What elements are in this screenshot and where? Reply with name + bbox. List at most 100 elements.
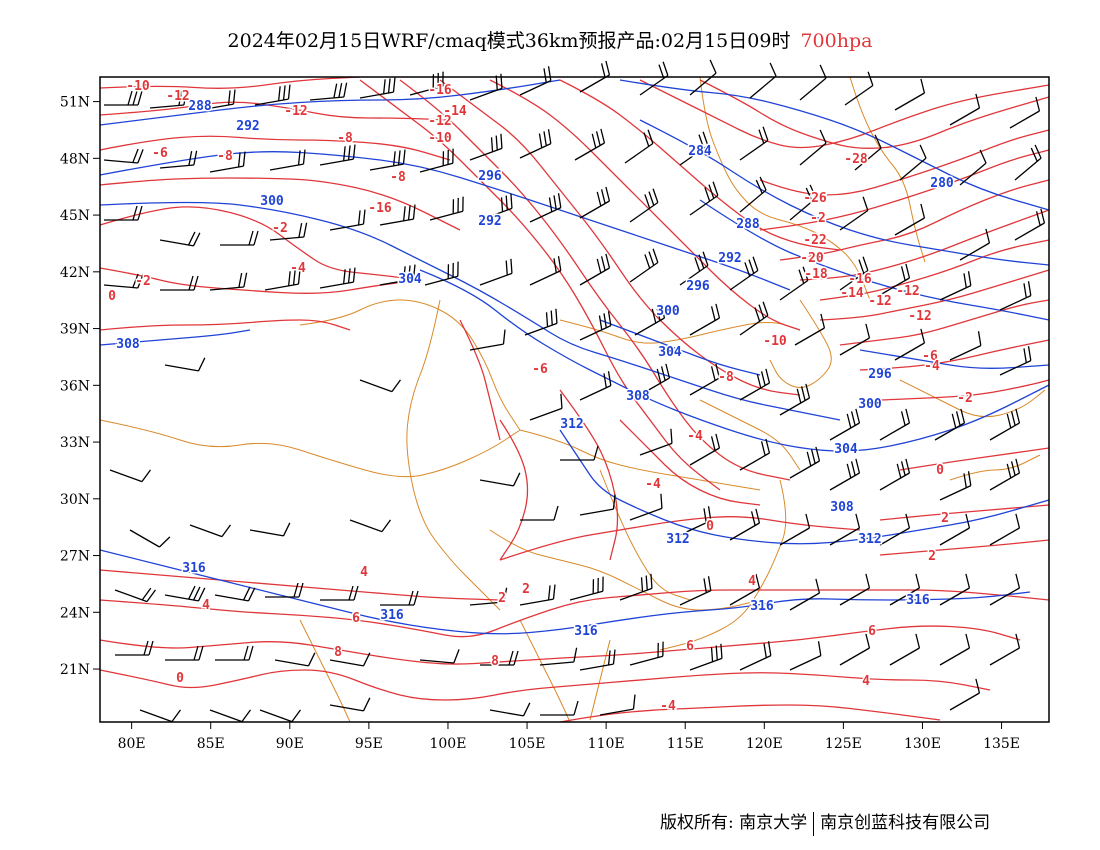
wind-barb (149, 90, 188, 109)
wind-barb (894, 203, 926, 236)
isotherm-label: 6 (686, 639, 694, 654)
isotherm-line (499, 516, 861, 561)
wind-barb (959, 228, 991, 261)
wind-barb (274, 652, 316, 667)
wind-barb (989, 573, 1021, 606)
isotherm-label: -16 (428, 83, 452, 98)
wind-barb (889, 573, 921, 606)
wind-barb (889, 633, 921, 666)
coast-border-line (519, 619, 571, 723)
wind-barb (989, 633, 1021, 666)
isotherm-label: -18 (804, 267, 828, 282)
wind-barb (424, 261, 459, 286)
wind-barb (739, 368, 771, 401)
wind-barb (739, 126, 769, 161)
wind-barb (1009, 96, 1041, 129)
wind-barb (799, 64, 827, 101)
wind-barb (115, 640, 154, 656)
isotherm-label: -2 (957, 391, 973, 406)
wind-barb (479, 258, 513, 286)
wind-barb (989, 408, 1021, 441)
isotherm-label: -12 (908, 309, 931, 324)
wind-barb (629, 248, 659, 283)
wind-barb (779, 513, 811, 546)
geopotential-label: 292 (478, 214, 501, 229)
wind-barb (104, 205, 143, 221)
wind-barb (524, 308, 558, 336)
isotherm-label: 4 (748, 574, 756, 589)
wind-barb (879, 513, 911, 546)
wind-barb (959, 149, 987, 186)
isotherm-line (99, 135, 451, 161)
isotherm-line (559, 704, 941, 723)
wind-barb (839, 196, 869, 231)
coast-border-line (699, 399, 801, 471)
wind-barb (254, 84, 291, 106)
isotherm-line (99, 589, 1050, 638)
geopotential-contour (99, 79, 561, 126)
isotherm-label: -14 (443, 104, 467, 119)
wind-barb (639, 61, 669, 96)
coast-border-line (559, 319, 801, 344)
wind-barb (779, 266, 809, 301)
chart-title: 2024年02月15日WRF/cmaq模式36km预报产品:02月15日09时 7… (0, 26, 1100, 53)
title-level: 700hpa (800, 30, 873, 52)
wind-barb (380, 590, 419, 606)
wind-barb (629, 188, 659, 223)
wind-barb (520, 505, 559, 521)
isotherm-line (819, 239, 1050, 301)
wind-barb (379, 264, 416, 286)
isotherm-line (359, 79, 721, 491)
wind-barb (529, 393, 563, 421)
wind-barb (794, 313, 826, 346)
coast-border-line (899, 379, 1046, 418)
isotherm-label: 6 (868, 624, 876, 639)
wind-barb (164, 357, 206, 372)
wind-barb (749, 62, 777, 99)
wind-barb (679, 506, 712, 536)
isotherm-label: 8 (491, 654, 499, 669)
wind-barb (429, 196, 464, 221)
isotherm-label: -4 (290, 261, 306, 276)
wind-barb (579, 494, 616, 516)
isotherm-label: 0 (176, 671, 184, 686)
coast-border-line (769, 299, 832, 388)
wind-barb (214, 586, 256, 602)
isotherm-line (779, 179, 1050, 261)
isotherm-label: -2 (810, 211, 826, 226)
wind-barb (129, 529, 171, 548)
lon-tick-label: 125E (825, 736, 862, 752)
wind-barb (369, 149, 406, 171)
wind-barb (949, 678, 981, 711)
wind-barb (729, 573, 761, 606)
lat-tick-label: 27N (60, 549, 90, 565)
coast-border-line (949, 454, 1041, 481)
lon-tick-label: 100E (429, 736, 466, 752)
isotherm-line (499, 419, 529, 561)
lat-tick-label: 48N (60, 151, 90, 167)
coast-border-line (99, 419, 521, 478)
isotherm-label: -2 (135, 274, 151, 289)
wind-barb (319, 267, 356, 289)
geopotential-contour-layer (99, 79, 1050, 635)
isotherm-label: 2 (498, 591, 506, 606)
wind-barb (689, 643, 723, 671)
isotherm-label: -8 (718, 370, 734, 385)
wind-barb (839, 323, 871, 356)
isotherm-line (99, 319, 351, 331)
temperature-isotherm-layer (99, 76, 1050, 723)
wind-barb (629, 641, 664, 666)
wind-barb (639, 363, 671, 396)
wind-barb (579, 253, 611, 286)
copyright: 版权所有: 南京大学 南京创蓝科技有限公司 (660, 808, 990, 836)
contour-label-layer: 2882923002962923083043123163163163123083… (107, 78, 975, 716)
wind-barb (469, 133, 503, 161)
wind-barb (939, 573, 971, 606)
wind-barb (989, 513, 1021, 546)
wind-barb (799, 129, 827, 166)
wind-barb (319, 144, 356, 166)
isotherm-label: -12 (428, 114, 451, 129)
wind-barb (309, 82, 348, 101)
wind-barb (789, 184, 817, 221)
geopotential-contour (859, 349, 1050, 369)
